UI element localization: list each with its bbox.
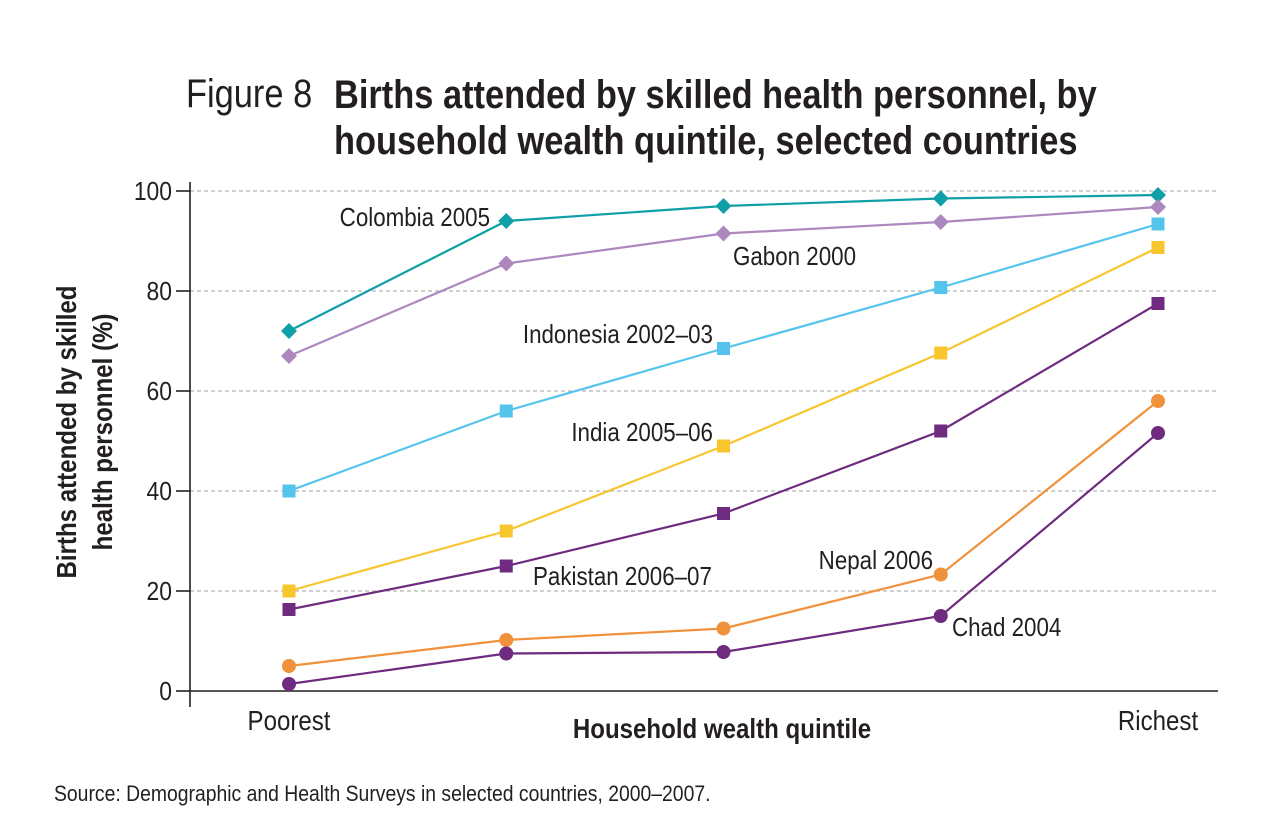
point-1-2: [715, 225, 732, 242]
series-label-1: Gabon 2000: [733, 242, 856, 271]
point-2-3: [934, 281, 948, 294]
series-label-0: Colombia 2005: [340, 203, 490, 232]
point-0-3: [932, 190, 949, 207]
point-5-3: [933, 567, 948, 582]
point-4-3: [934, 424, 948, 438]
point-6-4: [1151, 426, 1165, 440]
point-1-0: [281, 348, 297, 364]
point-3-1: [499, 524, 513, 538]
point-2-2: [717, 342, 730, 355]
y-axis-title-line-2: health personnel (%): [86, 314, 118, 551]
x-tick-label-4: Richest: [1118, 704, 1199, 736]
y-tick-label-20: 20: [147, 578, 172, 607]
series-label-2: Indonesia 2002–03: [523, 320, 713, 349]
y-tick-label-100: 100: [134, 178, 172, 207]
series-line-3: [288, 246, 1159, 593]
point-6-2: [716, 645, 731, 659]
point-5-4: [1151, 394, 1165, 408]
point-4-4: [1151, 297, 1165, 310]
y-tick-label-80: 80: [147, 278, 172, 307]
point-4-1: [499, 559, 513, 573]
y-axis-title-line-1: Births attended by skilled: [50, 285, 82, 578]
point-5-0: [282, 659, 296, 673]
series-label-4: Pakistan 2006–07: [533, 562, 712, 591]
point-3-0: [282, 584, 296, 598]
point-4-2: [717, 507, 730, 520]
point-4-0: [282, 603, 296, 616]
figure-number: Figure 8: [186, 72, 313, 116]
y-tick-label-0: 0: [159, 678, 172, 707]
point-6-1: [499, 646, 514, 661]
point-6-3: [933, 609, 948, 623]
point-2-0: [282, 484, 296, 498]
source-note: Source: Demographic and Health Surveys i…: [54, 781, 711, 806]
series-label-5: Nepal 2006: [819, 546, 933, 575]
point-3-3: [934, 346, 948, 360]
y-tick-label-40: 40: [147, 478, 172, 507]
figure-title: Births attended by skilled health person…: [334, 73, 1097, 163]
point-5-1: [499, 633, 514, 647]
point-0-2: [715, 198, 732, 214]
point-5-2: [716, 621, 731, 636]
x-tick-label-0: Poorest: [248, 704, 332, 736]
series-label-6: Chad 2004: [952, 613, 1061, 642]
series-label-3: India 2005–06: [571, 418, 713, 447]
point-1-1: [498, 255, 515, 272]
point-1-3: [932, 214, 949, 230]
point-0-0: [281, 323, 297, 339]
point-2-1: [499, 404, 513, 418]
point-0-1: [498, 213, 515, 229]
y-tick-label-60: 60: [147, 378, 172, 407]
point-1-4: [1150, 199, 1166, 215]
point-2-4: [1151, 217, 1165, 231]
point-3-4: [1151, 241, 1165, 254]
point-0-4: [1150, 187, 1166, 203]
x-axis-title: Household wealth quintile: [573, 712, 871, 744]
point-3-2: [717, 439, 730, 453]
point-6-0: [282, 677, 296, 691]
